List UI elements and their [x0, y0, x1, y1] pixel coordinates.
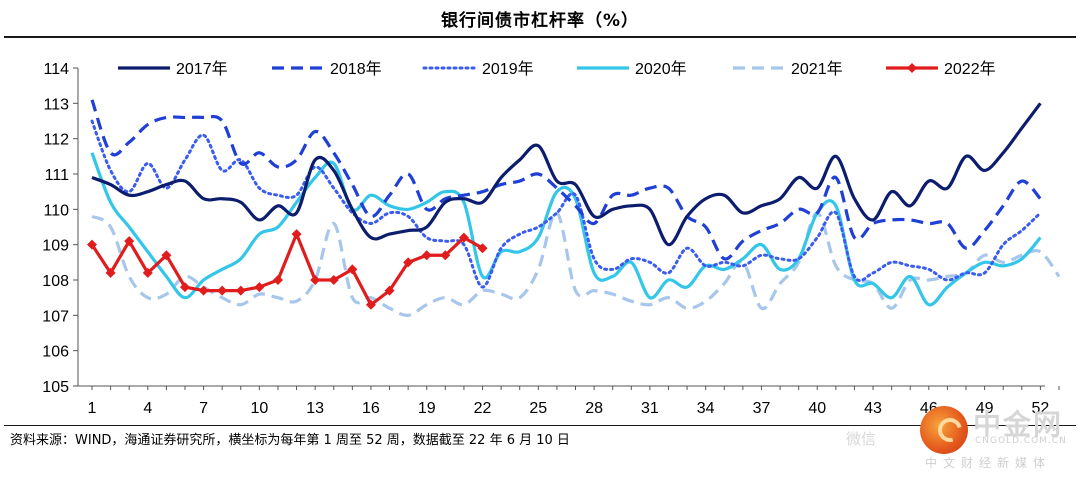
- x-tick-label: 4: [143, 400, 152, 417]
- data-point-marker: [217, 285, 228, 296]
- x-tick-label: 49: [976, 400, 994, 417]
- brand-url: CNGOLD.COM.CN: [975, 436, 1067, 446]
- data-point-marker: [458, 232, 469, 243]
- series-line-2022年: [90, 232, 484, 307]
- x-tick-label: 1: [88, 400, 97, 417]
- series-line-2020年: [90, 152, 1042, 307]
- x-tick-label: 22: [474, 400, 492, 417]
- y-tick-label: 108: [42, 273, 69, 290]
- series-line-2017年: [91, 102, 1042, 247]
- data-point-marker: [421, 250, 432, 261]
- y-tick-label: 111: [45, 167, 69, 184]
- x-tick-label: 16: [362, 400, 380, 417]
- brand-watermark: 中金网: [973, 408, 1064, 441]
- data-point-marker: [254, 282, 265, 293]
- source-rule: [4, 425, 1076, 426]
- wechat-watermark: 微信: [846, 430, 877, 448]
- data-point-marker: [161, 250, 172, 261]
- x-tick-label: 13: [306, 400, 324, 417]
- x-tick-label: 52: [1032, 400, 1050, 417]
- data-point-marker: [87, 239, 97, 250]
- data-point-marker: [384, 285, 395, 296]
- series-line-2021年: [91, 211, 1061, 317]
- x-tick-label: 43: [864, 400, 882, 417]
- y-tick-label: 105: [42, 379, 69, 396]
- y-tick-label: 112: [43, 132, 69, 149]
- data-point-marker: [142, 267, 153, 278]
- legend-label: 2019年: [482, 60, 534, 78]
- data-point-marker: [403, 257, 414, 268]
- legend-label: 2021年: [791, 60, 843, 78]
- data-point-marker: [440, 250, 451, 261]
- legend-marker: [907, 63, 917, 73]
- data-point-marker: [328, 275, 339, 285]
- x-tick-label: 19: [418, 400, 436, 417]
- legend-label: 2022年: [944, 60, 996, 78]
- source-note: 资料来源：WIND，海通证券研究所，横坐标为每年第 1 周至 52 周，数据截至…: [10, 433, 570, 448]
- x-tick-label: 34: [697, 400, 715, 417]
- y-tick-label: 113: [43, 96, 69, 113]
- x-tick-label: 37: [753, 400, 771, 417]
- data-point-marker: [105, 267, 116, 278]
- x-tick-label: 7: [199, 400, 208, 417]
- data-point-marker: [179, 282, 190, 293]
- y-tick-label: 109: [42, 238, 69, 255]
- series-line-2018年: [90, 99, 1042, 261]
- chart-title: 银行间债市杠杆率（%）: [440, 11, 640, 31]
- y-tick-label: 114: [43, 61, 69, 78]
- line-chart: 105 106 107 108 109 110 111 112 113 114 1 4 7 10 13 16 1…: [42, 60, 1061, 417]
- brand-logo-icon: [920, 406, 968, 454]
- x-tick-label: 31: [641, 400, 659, 417]
- brand-slogan: 中文财经新媒体: [925, 456, 1052, 470]
- x-tick-label: 25: [529, 400, 547, 417]
- data-point-marker: [477, 243, 488, 254]
- data-point-marker: [272, 275, 283, 285]
- data-point-marker: [291, 229, 302, 240]
- data-point-marker: [198, 285, 209, 296]
- y-tick-label: 106: [42, 344, 69, 361]
- x-tick-label: 40: [808, 400, 826, 417]
- x-tick-label: 28: [585, 400, 603, 417]
- y-tick-label: 110: [43, 202, 69, 219]
- legend-label: 2020年: [635, 60, 687, 78]
- data-point-marker: [347, 264, 358, 275]
- data-point-marker: [365, 299, 376, 310]
- data-point-marker: [124, 236, 135, 247]
- data-point-marker: [310, 275, 321, 285]
- title-rule: [4, 36, 1076, 38]
- series-line-2019年: [90, 119, 1042, 289]
- legend-label: 2018年: [330, 60, 382, 78]
- data-point-marker: [235, 285, 246, 296]
- legend-label: 2017年: [176, 60, 228, 78]
- y-tick-label: 107: [42, 308, 69, 325]
- x-tick-label: 10: [250, 400, 268, 417]
